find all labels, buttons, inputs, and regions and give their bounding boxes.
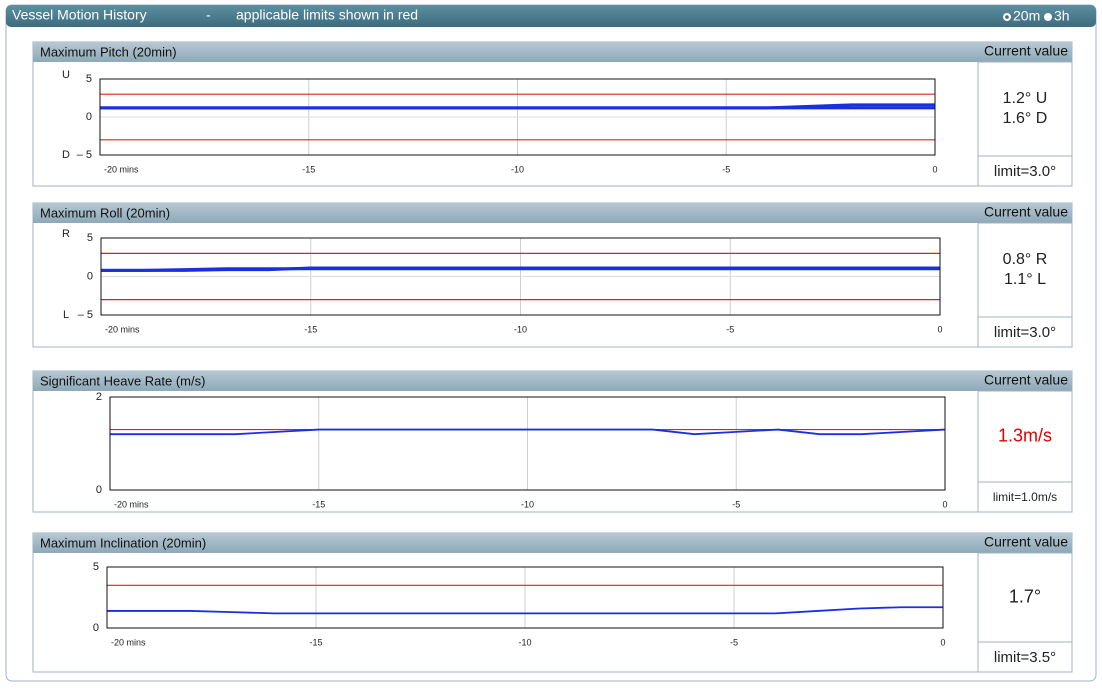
x-tick-label: -15 bbox=[309, 637, 322, 647]
current-value-label: Current value bbox=[984, 372, 1068, 388]
x-tick-label: -20 mins bbox=[114, 499, 149, 509]
axis-end-label: L bbox=[63, 309, 69, 321]
series-line bbox=[107, 606, 943, 615]
limit-box bbox=[977, 316, 1073, 348]
x-tick-label: 0 bbox=[942, 499, 947, 509]
header-subtitle: applicable limits shown in red bbox=[236, 7, 418, 23]
x-tick-label: -10 bbox=[521, 499, 534, 509]
header-title: Vessel Motion History bbox=[12, 7, 147, 23]
header-bar bbox=[6, 5, 1096, 27]
panel-title: Maximum Inclination (20min) bbox=[40, 535, 206, 550]
current-reading: 0.8° R bbox=[1003, 251, 1048, 268]
limit-text: limit=1.0m/s bbox=[993, 490, 1057, 504]
axis-end-label: R bbox=[62, 228, 70, 240]
x-tick-label: -5 bbox=[726, 324, 734, 334]
x-tick-label: -15 bbox=[304, 324, 317, 334]
current-value-label: Current value bbox=[984, 204, 1068, 220]
series-line bbox=[101, 266, 940, 272]
plot-frame bbox=[99, 78, 936, 156]
panel-title: Significant Heave Rate (m/s) bbox=[40, 373, 205, 388]
x-tick-label: -15 bbox=[302, 164, 315, 174]
x-tick-label: 0 bbox=[940, 637, 945, 647]
panel-title-bar bbox=[33, 42, 1072, 62]
panel-title-bar bbox=[33, 203, 1072, 223]
limit-box bbox=[977, 155, 1073, 187]
limit-text: limit=3.0° bbox=[994, 324, 1056, 341]
plot-frame bbox=[100, 237, 941, 316]
x-tick-label: -20 mins bbox=[111, 637, 146, 647]
y-tick-label: 5 bbox=[86, 73, 92, 85]
limit-text: limit=3.0° bbox=[994, 163, 1056, 180]
x-tick-label: -10 bbox=[518, 637, 531, 647]
y-tick-label: – 5 bbox=[78, 309, 93, 321]
series-line bbox=[110, 428, 946, 436]
y-tick-label: 0 bbox=[93, 622, 99, 634]
limit-box bbox=[977, 481, 1073, 513]
x-tick-label: -5 bbox=[722, 164, 730, 174]
panel-title-bar bbox=[33, 533, 1072, 553]
x-tick-label: -5 bbox=[732, 499, 740, 509]
current-reading: 1.2° U bbox=[1003, 90, 1048, 107]
y-tick-label: 0 bbox=[96, 484, 102, 496]
axis-end-label: D bbox=[62, 149, 70, 161]
series-line bbox=[100, 103, 935, 110]
panel-title: Maximum Pitch (20min) bbox=[40, 44, 177, 59]
y-tick-label: 0 bbox=[86, 111, 92, 123]
x-tick-label: -10 bbox=[511, 164, 524, 174]
header-separator: - bbox=[206, 7, 211, 23]
radio-3h[interactable] bbox=[1044, 13, 1052, 21]
radio-dot bbox=[1005, 15, 1009, 19]
limit-text: limit=3.5° bbox=[994, 649, 1056, 666]
plot-frame bbox=[106, 566, 944, 629]
y-tick-label: – 5 bbox=[77, 149, 92, 161]
current-reading: 1.1° L bbox=[1004, 271, 1046, 288]
y-tick-label: 0 bbox=[87, 270, 93, 282]
option-3h[interactable]: 3h bbox=[1054, 8, 1070, 24]
y-tick-label: 5 bbox=[87, 232, 93, 244]
current-value-label: Current value bbox=[984, 43, 1068, 59]
current-reading: 1.3m/s bbox=[998, 425, 1052, 445]
x-tick-label: 0 bbox=[932, 164, 937, 174]
y-tick-label: 2 bbox=[96, 391, 102, 403]
panel-title-bar bbox=[33, 371, 1072, 391]
x-tick-label: 0 bbox=[937, 324, 942, 334]
x-tick-label: -20 mins bbox=[105, 324, 140, 334]
panel-title: Maximum Roll (20min) bbox=[40, 205, 170, 220]
x-tick-label: -20 mins bbox=[104, 164, 139, 174]
current-reading: 1.6° D bbox=[1003, 110, 1048, 127]
y-tick-label: 5 bbox=[93, 561, 99, 573]
x-tick-label: -15 bbox=[312, 499, 325, 509]
option-20m[interactable]: 20m bbox=[1013, 8, 1040, 24]
axis-end-label: U bbox=[62, 69, 70, 81]
plot-frame bbox=[109, 396, 946, 491]
current-reading: 1.7° bbox=[1009, 586, 1041, 606]
limit-box bbox=[977, 641, 1073, 673]
x-tick-label: -10 bbox=[514, 324, 527, 334]
x-tick-label: -5 bbox=[730, 637, 738, 647]
current-value-label: Current value bbox=[984, 534, 1068, 550]
